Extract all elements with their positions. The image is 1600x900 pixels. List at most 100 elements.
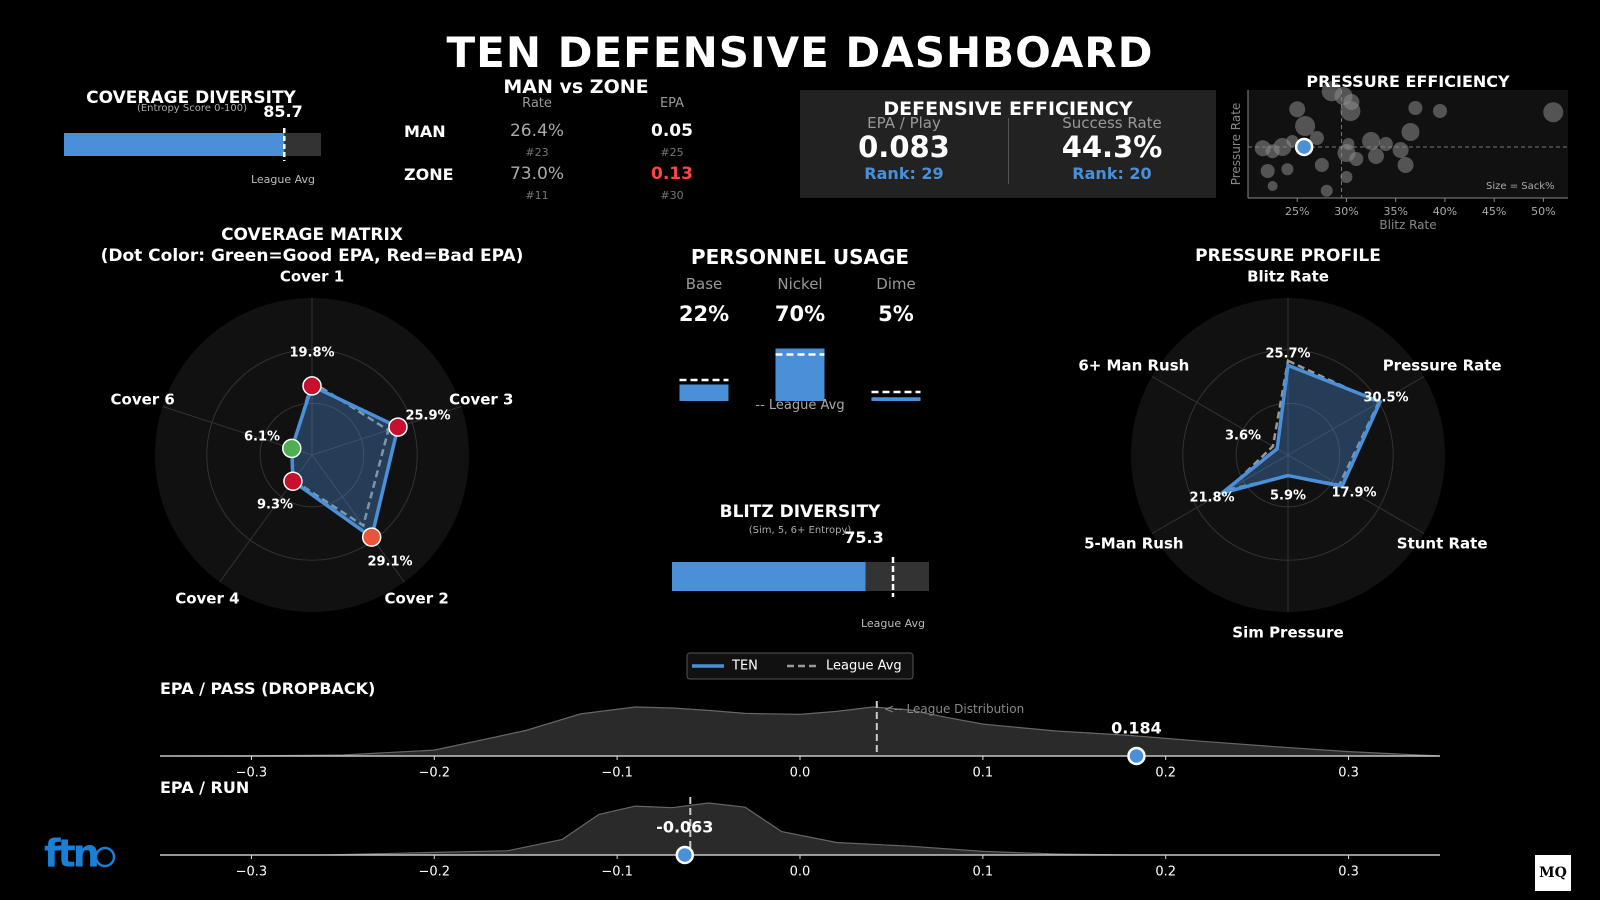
personnel-dime-label: Dime	[876, 275, 916, 293]
epa-run-title: EPA / RUN	[160, 778, 250, 797]
scatter-team-point	[1309, 131, 1324, 145]
scatter-team-point	[1397, 157, 1414, 173]
epa-pass-chart: 0.184 −0.3 −0.2 −0.1 0.0 0.1 0.2 0.3	[159, 701, 1441, 781]
radar-axis-label: Cover 3	[449, 390, 513, 408]
density-x-tick-label: 0.2	[1155, 865, 1176, 880]
radar-axis-label: 6+ Man Rush	[1078, 357, 1189, 375]
coverage-epa-dot	[388, 417, 408, 437]
man-rate-rank: #23	[525, 146, 549, 159]
radar-value-label: 29.1%	[367, 555, 412, 570]
page-title: TEN DEFENSIVE DASHBOARD	[446, 28, 1154, 77]
pressure-efficiency-title: PRESSURE EFFICIENCY	[1306, 72, 1510, 91]
coverage-diversity-title: COVERAGE DIVERSITY	[86, 88, 296, 108]
zone-epa-rank: #30	[660, 189, 684, 202]
scatter-team-point	[1401, 123, 1420, 141]
scatter-x-tick-label: 40%	[1433, 205, 1457, 218]
personnel-bar	[775, 348, 825, 401]
personnel-bar	[679, 384, 729, 401]
ftn-logo-emblem	[94, 846, 116, 868]
scatter-ten-point	[1294, 137, 1314, 157]
radar-value-label: 21.8%	[1189, 491, 1234, 506]
success-rate-label: Success Rate	[1062, 114, 1162, 132]
bar-graphics	[64, 128, 929, 597]
scatter-team-point	[1289, 101, 1306, 118]
radar-value-label: 6.1%	[244, 430, 280, 445]
personnel-league-label: -- League Avg	[755, 398, 845, 413]
radar-value-label: 3.6%	[1225, 429, 1261, 444]
pressure-efficiency-chart: 25% 30% 35% 40% 45% 50%	[1247, 81, 1568, 218]
density-x-tick-label: −0.2	[418, 865, 450, 880]
density-x-tick-label: −0.1	[601, 766, 633, 781]
zone-rate-rank: #11	[525, 189, 549, 202]
scatter-x-tick-label: 45%	[1482, 205, 1506, 218]
personnel-base-label: Base	[685, 275, 723, 293]
scatter-team-point	[1368, 148, 1384, 164]
radar-value-label: 5.9%	[1270, 489, 1306, 504]
radar-spoke	[1151, 376, 1289, 456]
radar-axis-label: Pressure Rate	[1383, 357, 1502, 375]
scatter-x-tick-label: 35%	[1383, 205, 1407, 218]
blitz-diversity-fill	[672, 562, 866, 591]
defensive-efficiency-divider	[1008, 118, 1009, 184]
coverage-diversity-league-label: League Avg	[250, 173, 316, 186]
personnel-bar	[871, 397, 921, 401]
mq-logo: MQ	[1539, 865, 1567, 881]
density-x-tick-label: 0.2	[1155, 766, 1176, 781]
scatter-team-point	[1543, 102, 1564, 123]
radar-axis-label: Cover 6	[111, 390, 175, 408]
team-value-label: -0.063	[656, 818, 713, 837]
pressure-profile-title: PRESSURE PROFILE	[1195, 246, 1381, 266]
success-rate-rank: Rank: 20	[1072, 164, 1152, 183]
legend-league-label: League Avg	[826, 659, 902, 674]
team-polygon	[290, 384, 400, 539]
man-epa-value: 0.05	[651, 121, 693, 141]
blitz-diversity-league-label: League Avg	[860, 617, 926, 630]
density-x-tick-label: −0.1	[601, 865, 633, 880]
density-x-tick-label: 0.3	[1338, 865, 1359, 880]
radar-spoke	[311, 406, 462, 456]
scatter-team-point	[1340, 101, 1361, 121]
team-value-label: 0.184	[1111, 719, 1162, 738]
coverage-epa-dot	[283, 471, 303, 491]
man-zone-col-rate: Rate	[522, 96, 552, 111]
scatter-x-tick-label: 50%	[1531, 205, 1555, 218]
scatter-team-point	[1392, 142, 1409, 158]
scatter-team-point	[1281, 163, 1294, 176]
density-x-tick-label: 0.1	[973, 766, 994, 781]
coverage-epa-dot	[282, 438, 302, 459]
team-value-marker	[1127, 746, 1146, 766]
man-epa-rank: #25	[660, 146, 684, 159]
blitz-diversity-title: BLITZ DIVERSITY	[719, 502, 881, 522]
coverage-epa-dot	[302, 376, 322, 396]
scatter-team-point	[1349, 152, 1364, 166]
mq-logo-badge	[1535, 855, 1571, 891]
radar-axis-label: Cover 2	[384, 590, 448, 608]
man-zone-col-epa: EPA	[659, 96, 685, 111]
blitz-diversity-subtitle: (Sim, 5, 6+ Entropy)	[748, 525, 852, 536]
coverage-matrix-chart: 19.8% Cover 1 25.9%Cover 3 29.1% Cover 2 9.3%…	[111, 268, 513, 612]
scatter-note: Size = Sack%	[1486, 181, 1555, 192]
epa-play-value: 0.083	[858, 130, 950, 164]
ftn-logo: ftn	[44, 832, 98, 876]
radar-value-label: 19.8%	[289, 346, 334, 361]
density-x-tick-label: −0.3	[236, 766, 268, 781]
coverage-matrix-title: COVERAGE MATRIX	[221, 225, 403, 245]
man-zone-title: MAN vs ZONE	[503, 76, 649, 98]
coverage-diversity-subtitle: (Entropy Score 0-100)	[136, 103, 248, 114]
scatter-team-point	[1362, 132, 1381, 150]
density-x-tick-label: −0.3	[236, 865, 268, 880]
radar-spoke	[1151, 454, 1289, 534]
radar-value-label: 25.9%	[405, 409, 450, 424]
pressure-profile-chart: 25.7% Blitz Rate 30.5% Pressure Rate 17.9% St…	[1078, 268, 1501, 642]
radar-value-label: 30.5%	[1363, 391, 1408, 406]
density-x-tick-label: 0.0	[790, 766, 811, 781]
team-value-marker	[675, 845, 695, 865]
radar-axis-label: 5-Man Rush	[1084, 535, 1183, 553]
success-rate-value: 44.3%	[1061, 130, 1163, 164]
radar-axis-label: Sim Pressure	[1232, 624, 1343, 642]
radar-axis-label: Blitz Rate	[1247, 268, 1329, 286]
zone-epa-value: 0.13	[651, 164, 693, 184]
man-rate-value: 26.4%	[509, 121, 565, 141]
scatter-x-tick-label: 25%	[1285, 205, 1309, 218]
epa-play-rank: Rank: 29	[864, 164, 944, 183]
